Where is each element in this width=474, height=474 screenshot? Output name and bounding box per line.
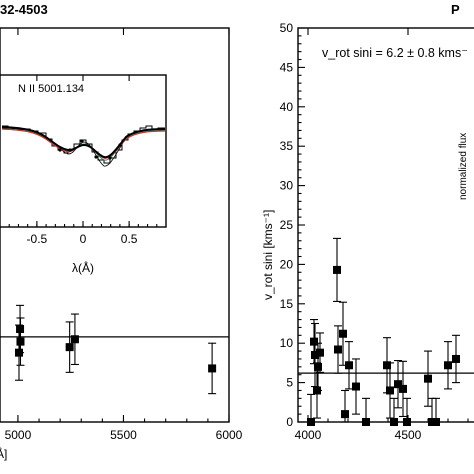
data-marker bbox=[310, 337, 318, 346]
right-annotation: v_rot sini = 6.2 ± 0.8 kms⁻ bbox=[322, 46, 468, 60]
inset-dot bbox=[58, 148, 62, 152]
inset-fit-thick bbox=[1, 126, 166, 159]
data-marker bbox=[352, 382, 360, 391]
data-point bbox=[403, 397, 411, 426]
data-marker bbox=[432, 418, 440, 426]
data-point bbox=[452, 334, 460, 384]
data-point bbox=[352, 358, 360, 415]
data-marker bbox=[399, 384, 407, 393]
data-point bbox=[390, 397, 398, 426]
right-panel: P 0 5 10 15 20 25 30 35 40 45 50 4000 4500 v_rot si… bbox=[261, 2, 474, 442]
data-point bbox=[339, 301, 347, 366]
data-marker bbox=[390, 418, 398, 426]
data-marker bbox=[362, 418, 370, 426]
data-marker bbox=[316, 348, 324, 357]
data-marker bbox=[339, 329, 347, 338]
y-tick-label: 45 bbox=[280, 60, 294, 74]
data-point bbox=[345, 341, 353, 390]
x-tick-label: 5000 bbox=[5, 428, 32, 442]
right-x-axis: 4000 4500 bbox=[295, 28, 469, 442]
inset-dot bbox=[94, 155, 98, 159]
left-plot-frame bbox=[0, 27, 230, 423]
x-tick-label: 5500 bbox=[110, 428, 137, 442]
data-point bbox=[424, 350, 432, 407]
left-title: 32-4503 bbox=[0, 2, 48, 17]
inset-dot bbox=[118, 143, 122, 147]
data-point bbox=[70, 313, 79, 366]
data-marker bbox=[403, 418, 411, 426]
data-marker bbox=[208, 364, 217, 373]
data-point bbox=[333, 237, 341, 302]
data-marker bbox=[334, 345, 342, 354]
data-marker bbox=[444, 361, 452, 370]
left-x-axis-label: Å] bbox=[0, 446, 7, 461]
inset-x-label: λ(Å) bbox=[72, 260, 94, 275]
right-y-axis-label: v_rot sini [kms⁻¹] bbox=[261, 210, 275, 300]
data-point bbox=[394, 359, 402, 409]
data-marker bbox=[65, 343, 74, 352]
data-marker bbox=[424, 374, 432, 383]
y-tick-label: 50 bbox=[280, 21, 294, 35]
x-tick-label: 6000 bbox=[216, 428, 243, 442]
inset-dot bbox=[80, 139, 84, 143]
left-data-points bbox=[14, 304, 217, 395]
inset-x-tick-label: 0 bbox=[80, 232, 87, 246]
data-marker bbox=[311, 351, 319, 360]
inset-title: N II 5001.134 bbox=[18, 83, 84, 95]
left-panel: 32-4503 5000 5500 6000 Å] N II 5001.134 -0… bbox=[0, 2, 243, 461]
y-tick-label: 0 bbox=[286, 415, 293, 429]
inset-dot bbox=[108, 156, 112, 160]
y-tick-label: 35 bbox=[280, 139, 294, 153]
data-marker bbox=[341, 410, 349, 419]
data-marker bbox=[452, 354, 460, 363]
data-point bbox=[362, 397, 370, 426]
data-point bbox=[65, 321, 74, 373]
data-point bbox=[16, 317, 25, 366]
data-point bbox=[316, 332, 324, 373]
inset-x-axis: -0.5 0 0.5 bbox=[8, 75, 158, 246]
data-point bbox=[444, 341, 452, 390]
right-y-axis: 0 5 10 15 20 25 30 35 40 45 50 bbox=[280, 21, 305, 429]
data-marker bbox=[345, 361, 353, 370]
right-title: P bbox=[451, 2, 460, 17]
inset-dot bbox=[68, 148, 72, 152]
inset-observed-points bbox=[58, 139, 122, 160]
data-marker bbox=[16, 337, 25, 346]
data-marker bbox=[386, 386, 394, 395]
data-point bbox=[432, 397, 440, 426]
data-point bbox=[307, 393, 315, 426]
data-marker bbox=[314, 362, 322, 371]
data-marker bbox=[307, 418, 315, 426]
data-marker bbox=[333, 265, 341, 274]
right-data-points bbox=[307, 237, 460, 426]
data-point bbox=[334, 325, 342, 374]
y-tick-label: 40 bbox=[280, 100, 294, 114]
data-point bbox=[208, 342, 217, 395]
right-inset-y-label: normalized flux bbox=[458, 133, 469, 200]
y-tick-label: 5 bbox=[286, 376, 293, 390]
data-point bbox=[399, 360, 407, 418]
inset-x-tick-label: 0.5 bbox=[121, 232, 138, 246]
x-tick-label: 4000 bbox=[295, 428, 322, 442]
data-marker bbox=[394, 380, 402, 389]
inset-x-tick-label: -0.5 bbox=[27, 232, 48, 246]
data-point bbox=[341, 389, 349, 423]
x-tick-label: 4500 bbox=[395, 428, 422, 442]
y-tick-label: 15 bbox=[280, 297, 294, 311]
data-marker bbox=[70, 335, 79, 344]
left-x-axis: 5000 5500 6000 bbox=[5, 28, 243, 442]
y-tick-label: 30 bbox=[280, 179, 294, 193]
data-marker bbox=[383, 361, 391, 370]
inset-spectrum: N II 5001.134 -0.5 0 0.5 λ(Å) bbox=[0, 74, 167, 275]
y-tick-label: 25 bbox=[280, 218, 294, 232]
y-tick-label: 20 bbox=[280, 257, 294, 271]
inset-frame bbox=[0, 74, 167, 228]
y-tick-label: 10 bbox=[280, 336, 294, 350]
